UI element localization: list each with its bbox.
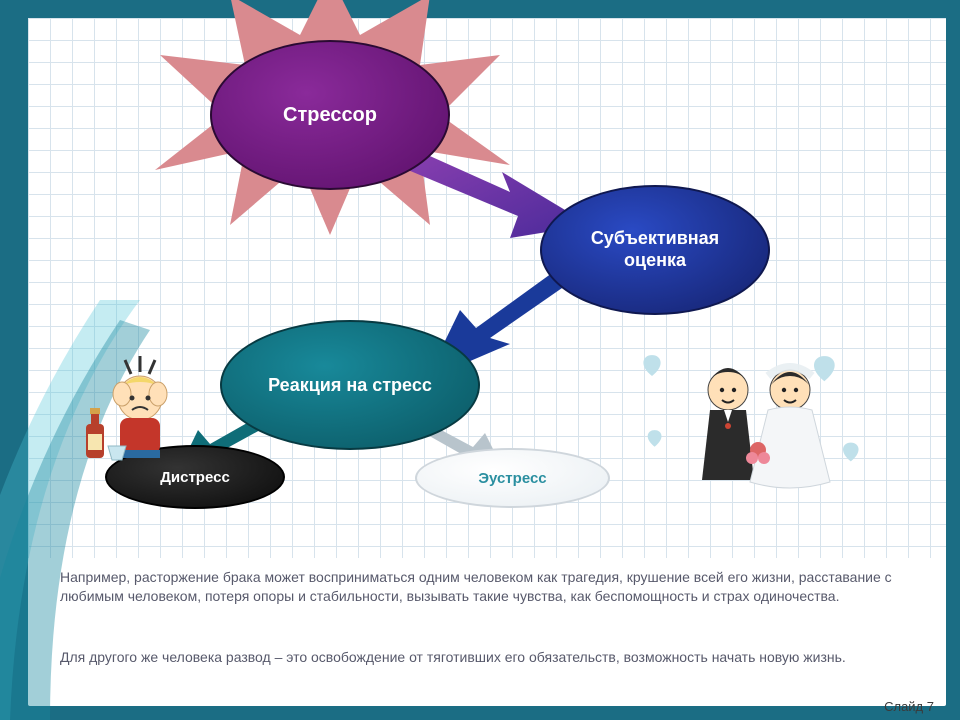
paragraph-2: Для другого же человека развод – это осв…	[60, 648, 900, 667]
paragraph-2-text: Для другого же человека развод – это осв…	[60, 649, 846, 665]
paragraph-1: Например, расторжение брака может воспри…	[60, 568, 900, 606]
node-reaction-label: Реакция на стресс	[268, 375, 432, 396]
node-eustress-label: Эустресс	[478, 470, 546, 487]
node-stressor: Стрессор	[210, 40, 450, 190]
eustress-illustration	[640, 330, 880, 530]
paragraph-1-text: Например, расторжение брака может воспри…	[60, 569, 892, 604]
distress-illustration	[80, 350, 200, 470]
node-stressor-label: Стрессор	[283, 104, 377, 127]
node-appraisal-label-1: Субъективная	[591, 228, 719, 250]
node-reaction: Реакция на стресс	[220, 320, 480, 450]
node-distress-label: Дистресс	[160, 469, 230, 486]
slide-number: Слайд 7	[884, 699, 934, 714]
node-appraisal: Субъективная оценка	[540, 185, 770, 315]
node-eustress: Эустресс	[415, 448, 610, 508]
node-appraisal-label-2: оценка	[624, 250, 686, 272]
